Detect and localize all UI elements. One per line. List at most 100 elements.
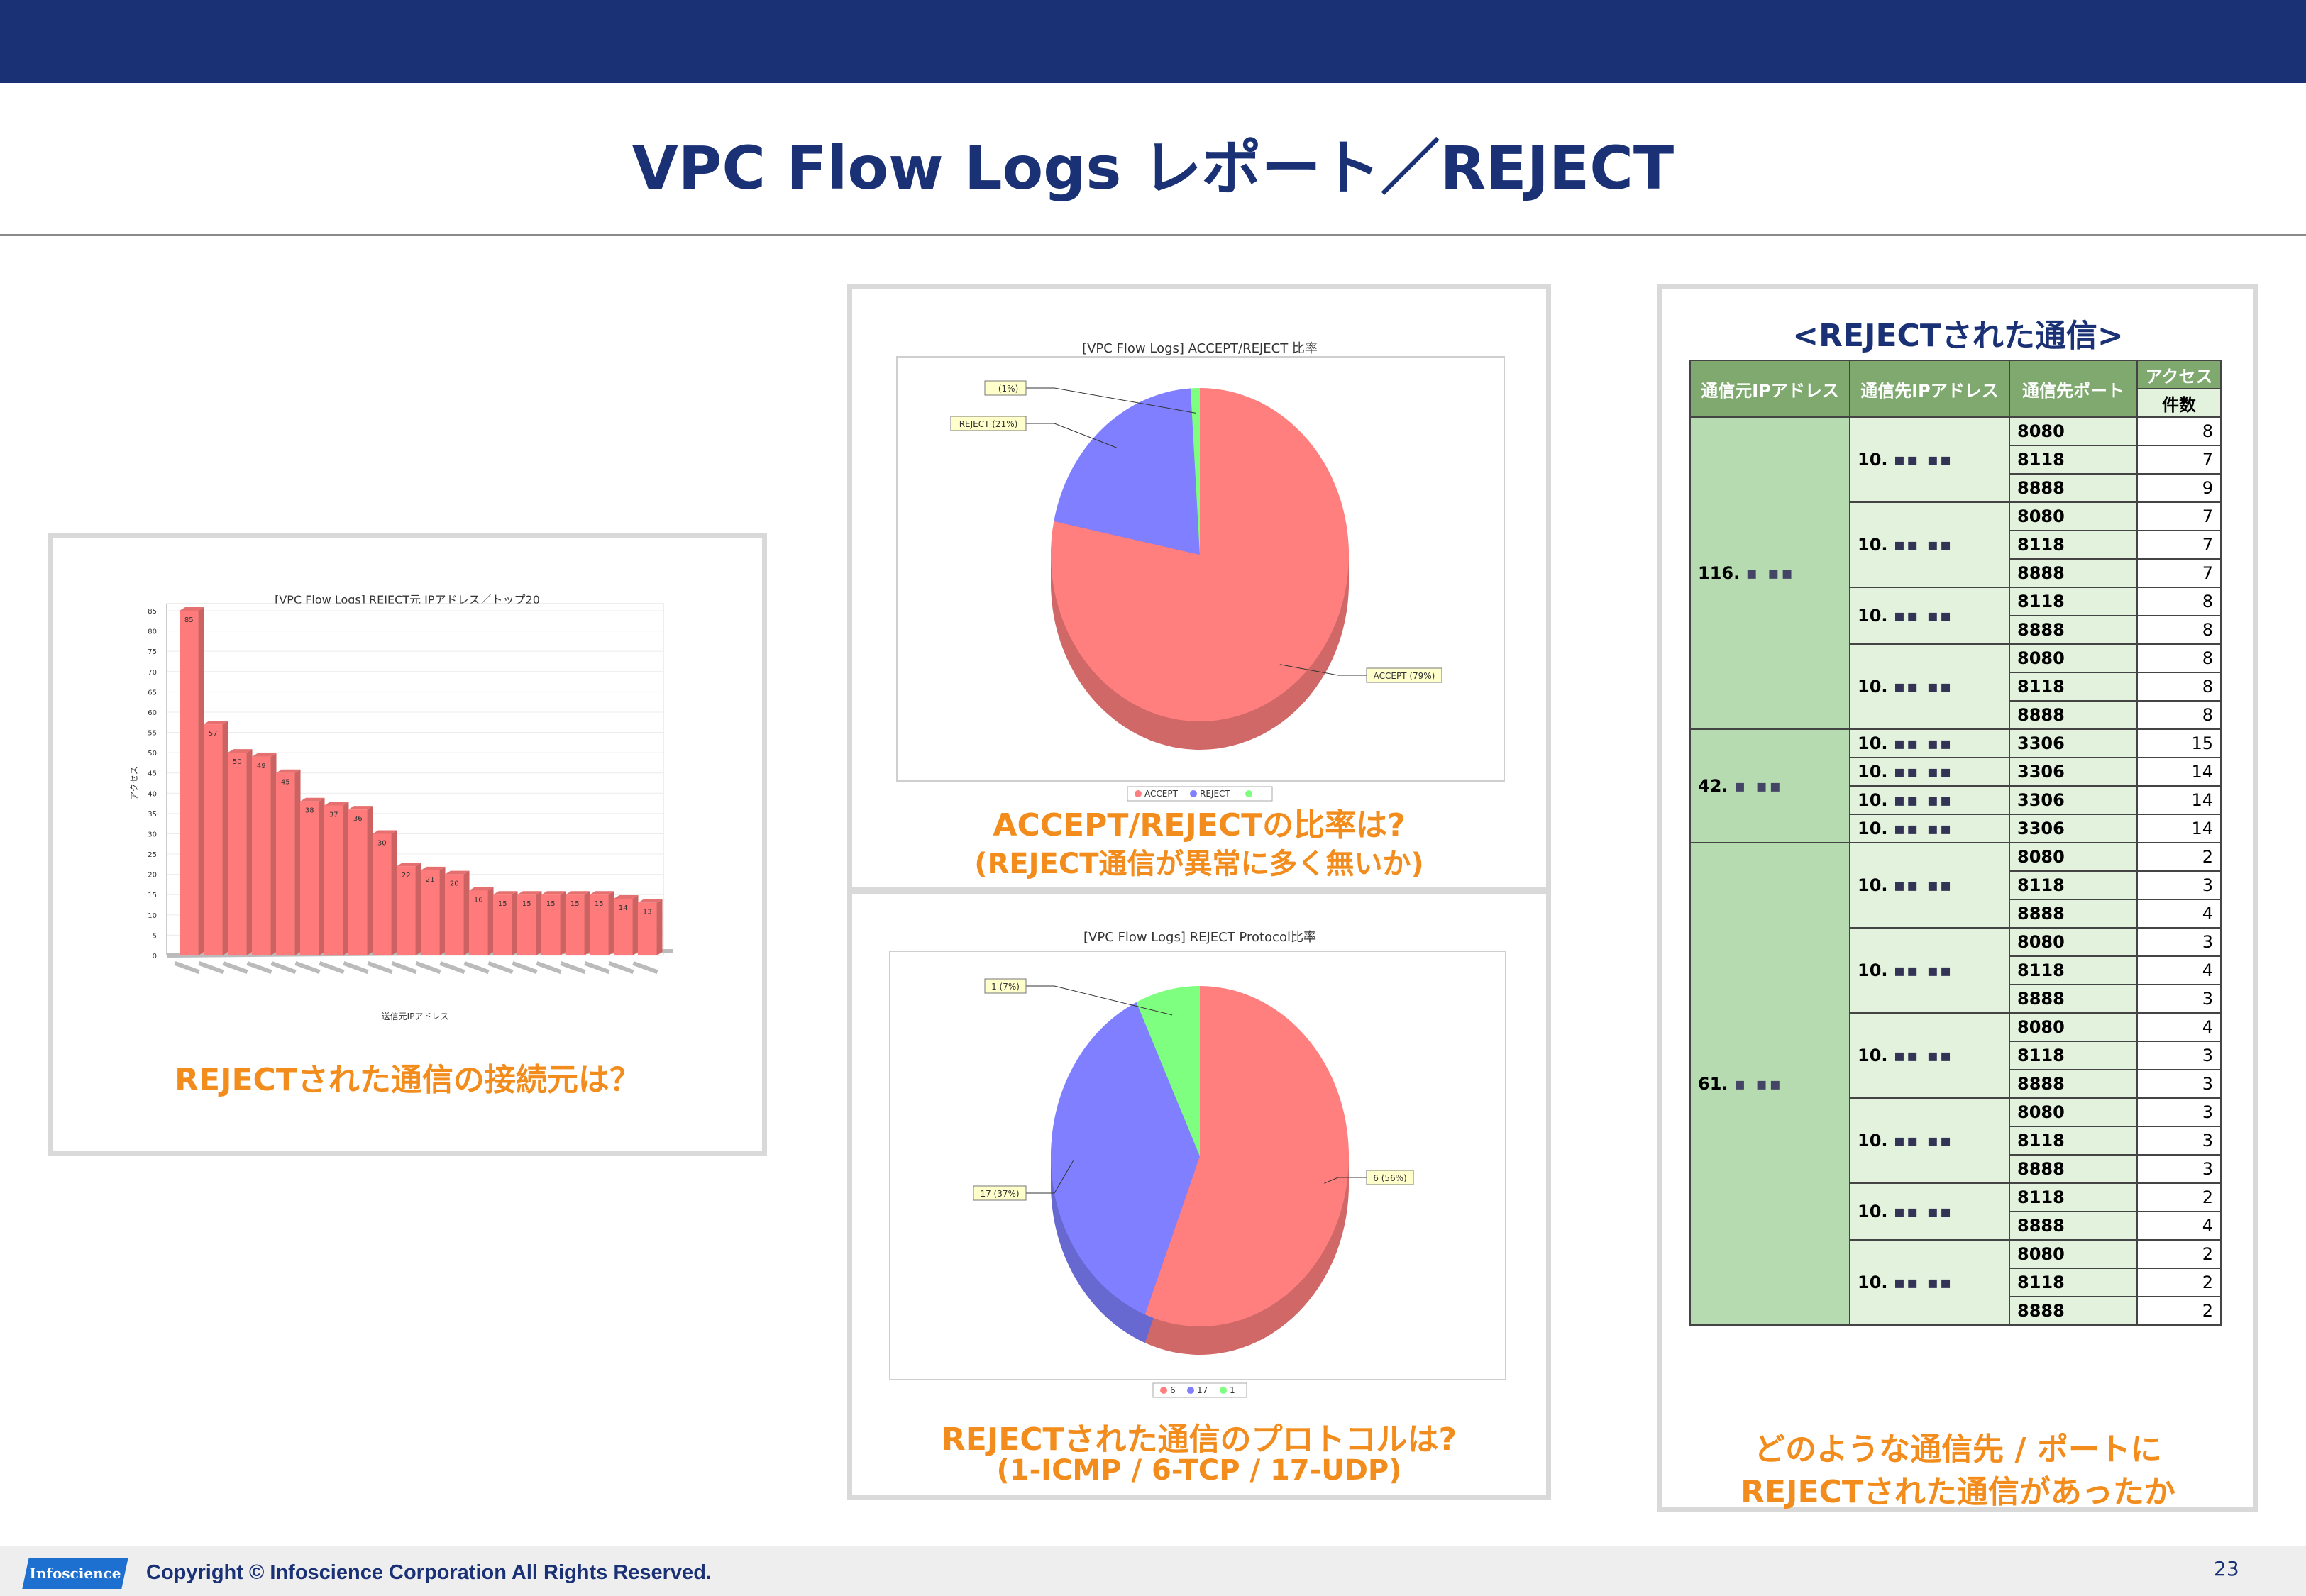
bar-xtick-label-masked	[439, 960, 465, 975]
bar	[397, 866, 416, 955]
accept-reject-panel: [VPC Flow Logs] ACCEPT/REJECT 比率 ACCEPT (…	[847, 284, 1551, 892]
bar-ytick-label: 70	[148, 669, 157, 677]
bar	[180, 611, 199, 955]
pie1-caption-1: ACCEPT/REJECTの比率は?	[993, 807, 1406, 843]
count-cell: 7	[2136, 530, 2222, 560]
col-header-count: 件数	[2136, 388, 2222, 418]
bar-xtick-label-masked	[343, 960, 369, 975]
src-ip-cell: 116. ▪ ▪▪	[1689, 416, 1850, 730]
table-row: 42. ▪ ▪▪ 10. ▪▪ ▪▪ 3306 15	[1689, 728, 2222, 843]
port-cell: 8118	[2009, 445, 2138, 475]
bar-top	[445, 870, 470, 875]
count-cell: 7	[2136, 558, 2222, 588]
table-row: 8118 2	[1690, 1268, 2222, 1297]
bar-data-label: 20	[450, 880, 459, 888]
bar-xtick-label-masked	[391, 960, 417, 975]
bar	[421, 870, 440, 955]
table-row: 116. ▪ ▪▪ 10. ▪▪ ▪▪ 8080 8	[1689, 416, 2222, 730]
count-cell: 3	[2136, 927, 2222, 957]
count-cell: 4	[2136, 899, 2222, 929]
pie-callout-box	[950, 416, 1027, 431]
bar-side	[222, 721, 228, 955]
count-cell: 3	[2136, 1154, 2222, 1184]
bar-side	[656, 899, 663, 955]
table-row: 8888 2	[1690, 1296, 2222, 1326]
count-cell: 8	[2136, 672, 2222, 702]
bar-chart-panel: [VPC Flow Logs] REJECT元 IPアドレス／トップ20 0 5 10…	[48, 533, 767, 1156]
table-row: 8888 3	[1690, 1069, 2222, 1099]
table-row: 10. ▪▪ ▪▪ 8080 4	[1690, 1012, 2222, 1099]
col-header-access: アクセス	[2136, 360, 2222, 389]
dst-ip-cell: 10. ▪▪ ▪▪	[1849, 927, 2010, 1014]
bar-xtick-label-masked	[463, 960, 490, 975]
port-cell: 8118	[2009, 870, 2138, 900]
bar-ytick-label: 35	[148, 811, 157, 819]
pie-callout-label: - (1%)	[993, 384, 1019, 394]
table-row: 10. ▪▪ ▪▪ 8080 8	[1690, 643, 2222, 730]
pie-callout-box	[984, 978, 1027, 994]
pie-legend-swatch	[1220, 1387, 1227, 1394]
pie-legend-label: 1	[1230, 1385, 1235, 1395]
count-cell: 9	[2136, 473, 2222, 503]
bar-xtick-label-masked	[294, 960, 321, 975]
bar-chart: [VPC Flow Logs] REJECT元 IPアドレス／トップ20 0 5 10…	[129, 593, 674, 1021]
count-cell: 4	[2136, 1012, 2222, 1042]
bar-top	[180, 607, 204, 611]
port-cell: 8888	[2009, 1154, 2138, 1184]
count-cell: 8	[2136, 643, 2222, 673]
bar-data-label: 85	[184, 616, 194, 624]
protocol-panel: [VPC Flow Logs] REJECT Protocol比率 6 (56%)…	[847, 889, 1551, 1500]
bar-ytick-label: 60	[148, 709, 157, 717]
pie2-caption-1: REJECTされた通信のプロトコルは?	[941, 1422, 1457, 1458]
count-cell: 7	[2136, 445, 2222, 475]
pie-callout-label: REJECT (21%)	[959, 419, 1018, 429]
bar-ytick-label: 15	[148, 892, 157, 899]
pie-callout-label: 1 (7%)	[991, 982, 1020, 992]
bar-xtick-label-masked	[560, 960, 586, 975]
bar-ytick-label: 80	[148, 628, 157, 636]
bar-top	[590, 891, 614, 895]
col-header-dst: 通信先IPアドレス	[1849, 360, 2010, 418]
footer-bar	[0, 1546, 2306, 1596]
reject-table-panel: <REJECTされた通信> 通信元IPアドレス 通信先IPアドレス 通信先ポート アク…	[1657, 284, 2258, 1512]
port-cell: 8118	[2009, 530, 2138, 560]
port-cell: 8118	[2009, 1126, 2138, 1156]
bar-xtick-label-masked	[270, 960, 297, 975]
port-cell: 8080	[2009, 927, 2138, 957]
count-cell: 3	[2136, 1126, 2222, 1156]
bar-ytick-label: 55	[148, 730, 157, 738]
bar-ytick-label: 0	[153, 953, 157, 960]
pie-slice	[1051, 1002, 1200, 1315]
bar-data-label: 15	[595, 900, 604, 908]
pie-callout-line	[1026, 423, 1118, 448]
dst-ip-cell: 10. ▪▪ ▪▪	[1849, 785, 2010, 815]
table-row: 8888 8	[1690, 700, 2222, 730]
bar-side	[343, 802, 349, 955]
count-cell: 8	[2136, 615, 2222, 645]
company-logo: Infoscience	[22, 1558, 128, 1589]
pie-callout-line	[1324, 1177, 1367, 1184]
bar-data-label: 38	[305, 807, 314, 815]
bar-ytick-label: 40	[148, 790, 157, 798]
bar	[228, 753, 247, 955]
pie-callout-box	[973, 1185, 1027, 1201]
count-cell: 15	[2136, 728, 2222, 758]
port-cell: 8888	[2009, 558, 2138, 588]
pie-legend-swatch	[1160, 1387, 1167, 1394]
bar-side	[560, 891, 566, 955]
bar-xtick-label-masked	[319, 960, 345, 975]
pie-callout-line	[1026, 1160, 1074, 1194]
copyright-text: Copyright © Infoscience Corporation All …	[146, 1561, 712, 1584]
bar	[276, 772, 295, 955]
bar-side	[319, 797, 325, 955]
count-cell: 3	[2136, 1069, 2222, 1099]
bar-xtick-label-masked	[512, 960, 538, 975]
bar-side	[294, 769, 301, 955]
pie-callout-line	[1026, 387, 1196, 414]
bar-data-label: 30	[377, 839, 387, 847]
bar	[638, 902, 657, 955]
table-caption-1: どのような通信先 / ポートに	[1754, 1431, 2162, 1468]
port-cell: 8080	[2009, 643, 2138, 673]
bar-ytick-label: 25	[148, 851, 157, 859]
bar-top	[300, 797, 325, 802]
